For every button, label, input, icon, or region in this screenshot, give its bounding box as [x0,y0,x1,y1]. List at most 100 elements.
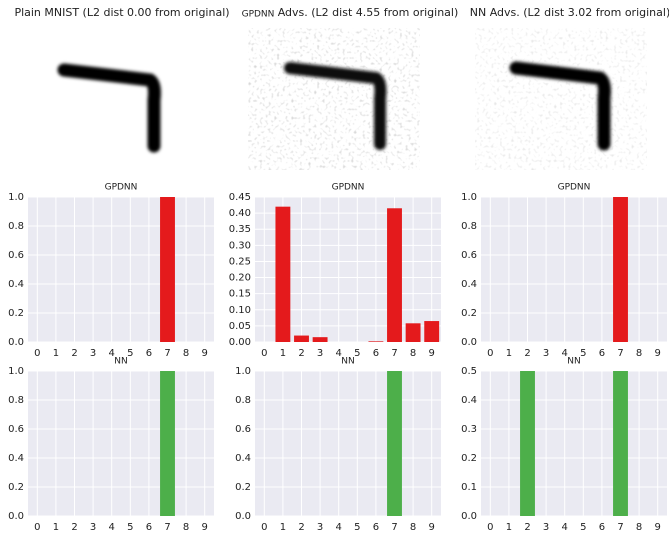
y-tick-label: 0.0 [461,511,477,522]
y-tick-label: 0.4 [461,395,477,406]
x-tick-label: 1 [53,348,59,359]
y-tick-label: 1.0 [461,192,477,203]
x-tick-label: 8 [410,348,416,359]
x-tick-label: 3 [317,522,323,533]
image-label: GPDNN [242,10,275,20]
y-tick-label: 0.6 [8,250,24,261]
x-tick-label: 3 [90,522,96,533]
bar [312,337,328,342]
x-tick-label: 7 [164,522,170,533]
bar [160,197,175,342]
bar [405,323,421,342]
y-tick-label: 0.0 [461,337,477,348]
x-tick-label: 6 [146,348,152,359]
x-tick-label: 2 [71,348,77,359]
y-tick-label: 0.40 [229,208,251,219]
image-title: Plain MNIST (L2 dist 0.00 from original) [14,6,229,19]
y-tick-label: 0.4 [235,453,251,464]
y-tick-label: 0.4 [8,279,24,290]
bar [160,371,175,516]
plot-background [481,197,667,342]
plot-background [255,371,441,516]
x-tick-label: 1 [506,522,512,533]
y-tick-label: 0.10 [229,305,251,316]
x-tick-label: 0 [487,522,493,533]
y-tick-label: 0.25 [229,256,251,267]
x-tick-label: 0 [261,348,267,359]
chart-title: GPDNN [558,183,591,193]
bar [387,371,402,516]
x-tick-label: 4 [109,348,115,359]
x-tick-label: 5 [580,348,586,359]
y-tick-label: 0.8 [235,395,251,406]
x-tick-label: 1 [506,348,512,359]
bar [520,371,535,516]
chart-title: NN [567,357,580,367]
y-tick-label: 0.20 [229,273,251,284]
x-tick-label: 6 [373,522,379,533]
digit-image [57,63,161,153]
x-tick-label: 0 [261,522,267,533]
x-tick-label: 9 [429,348,435,359]
bar [387,208,402,342]
x-tick-label: 9 [202,348,208,359]
chart-title: NN [114,357,127,367]
y-tick-label: 0.00 [229,337,251,348]
x-tick-label: 0 [34,522,40,533]
x-tick-label: 3 [543,348,549,359]
x-tick-label: 1 [280,348,286,359]
x-tick-label: 2 [524,348,530,359]
bar [368,341,384,342]
y-tick-label: 1.0 [8,192,24,203]
y-tick-label: 0.0 [8,511,24,522]
y-tick-label: 0.4 [461,279,477,290]
y-tick-label: 1.0 [8,366,24,377]
x-tick-label: 8 [183,348,189,359]
x-tick-label: 5 [354,348,360,359]
y-tick-label: 0.15 [229,289,251,300]
chart-title: GPDNN [105,183,138,193]
x-tick-label: 8 [183,522,189,533]
y-tick-label: 0.2 [461,453,477,464]
x-tick-label: 1 [53,522,59,533]
x-tick-label: 2 [298,522,304,533]
digit-image [475,28,647,170]
y-tick-label: 0.6 [8,424,24,435]
y-tick-label: 0.2 [8,482,24,493]
y-tick-label: 1.0 [235,366,251,377]
plot-background [28,197,214,342]
x-tick-label: 5 [354,522,360,533]
x-tick-label: 8 [636,348,642,359]
x-tick-label: 7 [617,348,623,359]
x-tick-label: 0 [487,348,493,359]
x-tick-label: 8 [636,522,642,533]
y-tick-label: 0.6 [235,424,251,435]
bar [613,197,628,342]
x-tick-label: 3 [90,348,96,359]
x-tick-label: 2 [524,522,530,533]
x-tick-label: 6 [373,348,379,359]
y-tick-label: 0.3 [461,424,477,435]
y-tick-label: 0.8 [8,221,24,232]
x-tick-label: 9 [655,522,661,533]
y-tick-label: 0.4 [8,453,24,464]
y-tick-label: 0.2 [235,482,251,493]
x-tick-label: 3 [317,348,323,359]
y-tick-label: 0.8 [461,221,477,232]
digit-image [248,28,420,170]
x-tick-label: 0 [34,348,40,359]
y-tick-label: 0.35 [229,224,251,235]
x-tick-label: 6 [599,348,605,359]
x-tick-label: 5 [127,348,133,359]
x-tick-label: 5 [127,522,133,533]
x-tick-label: 7 [617,522,623,533]
bar [424,321,440,342]
image-title: NN Advs. (L2 dist 3.02 from original) [470,6,669,19]
x-tick-label: 2 [298,348,304,359]
y-tick-label: 0.5 [461,366,477,377]
x-tick-label: 8 [410,522,416,533]
y-tick-label: 0.2 [461,308,477,319]
y-tick-label: 0.2 [8,308,24,319]
y-tick-label: 0.0 [8,337,24,348]
